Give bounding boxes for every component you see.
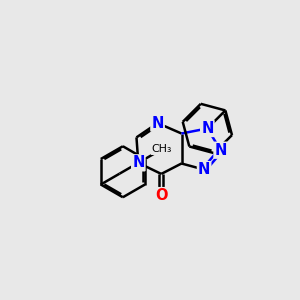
Text: O: O [155, 188, 167, 203]
Text: CH₃: CH₃ [151, 144, 172, 154]
Text: N: N [152, 116, 164, 130]
Text: N: N [198, 162, 210, 177]
Text: N: N [132, 155, 145, 170]
Text: N: N [214, 143, 227, 158]
Text: N: N [201, 121, 214, 136]
